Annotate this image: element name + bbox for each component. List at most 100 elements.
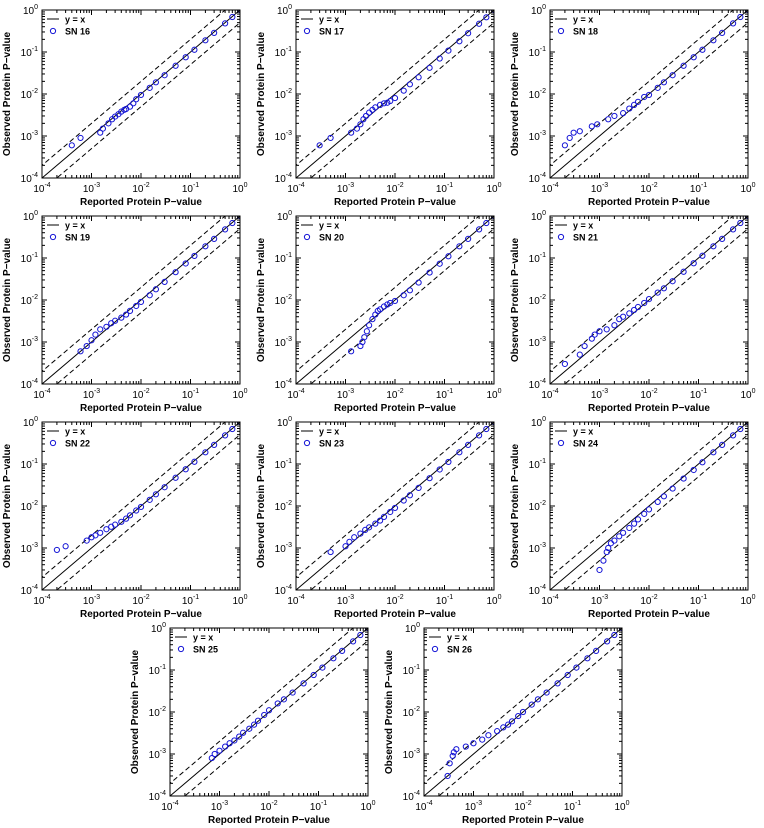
data-point [596,328,603,335]
data-point [254,717,262,724]
data-point [660,79,668,86]
data-point [620,529,627,536]
data-point [137,503,145,511]
data-point [680,268,687,275]
y-tick-label: 10-3 [529,336,546,349]
data-point [690,54,697,61]
y-axis-label: Observed Protein P−value [2,443,13,568]
data-point [348,129,355,136]
legend-series-label: SN 17 [319,27,344,37]
x-tick-label: 10-4 [287,182,304,195]
data-point [426,475,433,482]
y-axis-label: Observed Protein P−value [510,237,521,362]
data-point [453,746,460,753]
legend-series-label: SN 24 [573,439,598,449]
data-point [191,458,198,465]
data-point [265,707,273,714]
data-point [699,252,706,259]
data-point [83,537,90,544]
data-point [172,269,179,276]
data-point [202,37,209,44]
data-point [126,103,134,110]
identity-line [42,10,240,178]
data-point [519,708,527,716]
data-point [105,120,112,127]
data-point [737,219,744,227]
data-point [680,62,687,69]
y-tick-label: 100 [23,4,38,17]
y-tick-label: 10-3 [21,336,38,349]
y-tick-label: 10-3 [529,130,546,143]
data-point [654,84,661,91]
data-point [261,711,268,719]
data-point [576,351,583,358]
upper-bound-line [42,10,226,167]
data-point [211,29,218,36]
x-tick-label: 10-1 [690,388,707,401]
qq-plot-svg: 10-4 10-3 10-2 10-1 100 10-4 10-3 10-2 10-1 100 Re… [256,4,502,208]
y-tick-label: 10-4 [529,378,546,391]
y-tick-label: 10-3 [149,748,166,761]
data-point [445,458,452,466]
x-tick-label: 10-1 [436,182,453,195]
data-point [362,112,370,120]
data-point [415,74,422,81]
x-axis-label: Reported Protein P−value [80,197,202,208]
data-point [607,540,615,547]
y-tick-label: 100 [277,416,292,429]
data-point [221,432,229,439]
data-point [376,306,384,313]
y-tick-label: 10-2 [529,294,546,307]
data-point [445,253,452,260]
data-point [729,226,737,233]
x-tick-label: 10-1 [564,800,581,813]
data-point [289,689,296,696]
data-point [357,121,364,128]
x-axis-label: Reported Protein P−value [334,403,456,414]
legend-marker-swatch [177,645,185,653]
x-tick-label: 10-2 [260,800,277,813]
data-point [77,348,84,355]
y-tick-label: 10-2 [403,706,420,719]
data-point [626,105,633,112]
data-point [593,647,600,654]
x-tick-label: 100 [486,388,501,401]
legend-series-label: SN 20 [319,233,344,243]
data-point [444,772,451,780]
data-point [515,712,522,720]
identity-line [42,216,240,384]
data-point [660,493,668,500]
lower-bound-line [310,433,494,590]
data-point [112,317,119,324]
data-point [603,326,610,333]
x-tick-label: 10-1 [182,182,199,195]
data-point [588,335,595,342]
legend-line-label: y = x [447,633,467,643]
data-point [152,286,160,293]
y-axis-label: Observed Protein P−value [256,443,267,568]
data-point [436,55,443,62]
data-point [456,449,463,456]
data-point [528,701,535,708]
y-tick-label: 100 [405,622,420,635]
y-tick-label: 10-2 [529,500,546,513]
y-tick-label: 100 [151,622,166,635]
lower-bound-line [310,227,494,384]
data-point [130,100,137,107]
qq-plot-svg: 10-4 10-3 10-2 10-1 100 10-4 10-3 10-2 10-1 100 Re… [510,4,756,208]
data-point [564,671,571,679]
data-point [222,743,229,750]
y-axis-label: Observed Protein P−value [2,237,13,362]
x-tick-label: 10-1 [690,182,707,195]
data-point [240,729,247,736]
x-axis-label: Reported Protein P−value [462,815,584,826]
data-point [103,526,110,533]
qq-plot-panel: 10-4 10-3 10-2 10-1 100 10-4 10-3 10-2 10-1 100 Re… [128,622,380,828]
data-point [118,314,125,321]
upper-bound-line [550,422,734,579]
lower-bound-line [564,227,748,384]
lower-bound-line [438,639,622,796]
x-tick-label: 10-1 [310,800,327,813]
x-tick-label: 100 [740,594,755,607]
data-point [310,671,317,679]
